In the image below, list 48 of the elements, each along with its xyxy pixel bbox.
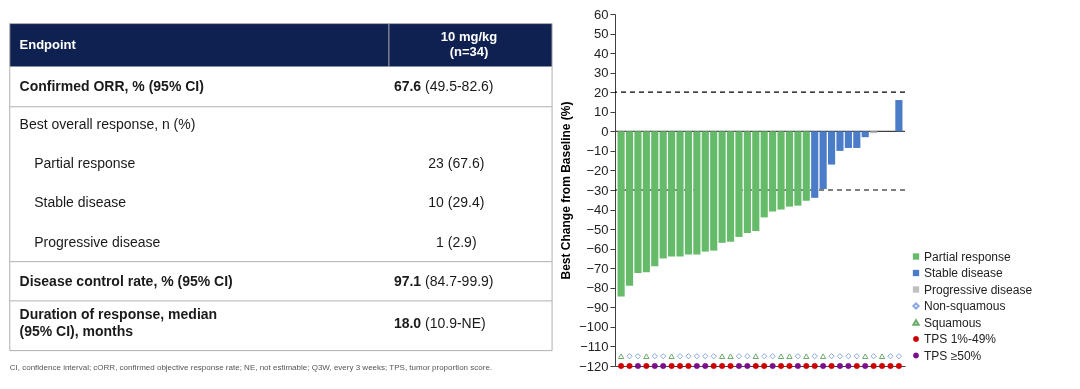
text: 1 (2.9) bbox=[436, 233, 477, 250]
y-tick-label: 60 bbox=[594, 6, 609, 22]
y-tick-label: −60 bbox=[586, 241, 609, 257]
y-tick-label: −20 bbox=[586, 162, 609, 178]
y-tick-label: −100 bbox=[579, 319, 609, 335]
text: 10 mg/kg bbox=[440, 28, 498, 44]
y-tick-label: 30 bbox=[594, 65, 609, 81]
y-tick-label: 40 bbox=[594, 45, 609, 61]
text: 18.0 bbox=[393, 314, 422, 331]
y-tick-label: −50 bbox=[586, 221, 609, 237]
text: Confirmed ORR, % (95% CI) bbox=[19, 77, 204, 94]
y-tick-label: 10 bbox=[594, 104, 609, 120]
text: (84.7-99.9) bbox=[425, 272, 494, 289]
legend-label: Partial response bbox=[924, 249, 1012, 264]
text: 67.6 bbox=[393, 77, 422, 94]
y-tick-label: 0 bbox=[601, 123, 609, 139]
text: 10 (29.4) bbox=[428, 194, 485, 211]
y-axis-title: Best Change from Baseline (%) bbox=[559, 101, 574, 280]
text: Progressive disease bbox=[34, 233, 161, 250]
text: Best overall response, n (%) bbox=[19, 115, 196, 132]
y-tick-label: −80 bbox=[586, 280, 609, 296]
y-tick-label: −10 bbox=[586, 143, 609, 159]
text: Partial response bbox=[34, 155, 136, 172]
text: CI, confidence interval; cORR, confirmed objective response rate; NE, not estimable; Q3W, every 3 weeks; TPS, tumor proportion score. bbox=[9, 362, 493, 372]
y-tick-label: −30 bbox=[586, 182, 609, 198]
y-tick-label: −90 bbox=[586, 299, 609, 315]
text: Stable disease bbox=[34, 194, 127, 211]
text: Duration of response, median bbox=[19, 306, 218, 323]
text: (n=34) bbox=[449, 44, 489, 60]
text: (49.5-82.6) bbox=[425, 77, 494, 94]
text: Disease control rate, % (95% CI) bbox=[19, 272, 233, 289]
text: Endpoint bbox=[19, 36, 77, 52]
text: (10.9-NE) bbox=[425, 314, 486, 331]
text: (95% CI), months bbox=[19, 323, 134, 340]
legend-label: Squamous bbox=[924, 315, 982, 330]
text: 23 (67.6) bbox=[428, 155, 485, 172]
legend-label: TPS ≥50% bbox=[924, 348, 982, 363]
legend-label: Stable disease bbox=[924, 266, 1004, 280]
legend-label: TPS 1%-49% bbox=[924, 332, 997, 346]
y-tick-label: −120 bbox=[579, 358, 609, 374]
y-tick-label: −110 bbox=[580, 338, 609, 354]
y-tick-label: −40 bbox=[586, 202, 609, 218]
y-tick-label: 50 bbox=[594, 26, 609, 42]
y-tick-label: 20 bbox=[594, 84, 609, 100]
y-tick-label: −70 bbox=[586, 260, 609, 276]
text: 97.1 bbox=[393, 272, 422, 289]
legend-label: Progressive disease bbox=[924, 282, 1033, 297]
legend-label: Non-squamous bbox=[924, 299, 1006, 313]
